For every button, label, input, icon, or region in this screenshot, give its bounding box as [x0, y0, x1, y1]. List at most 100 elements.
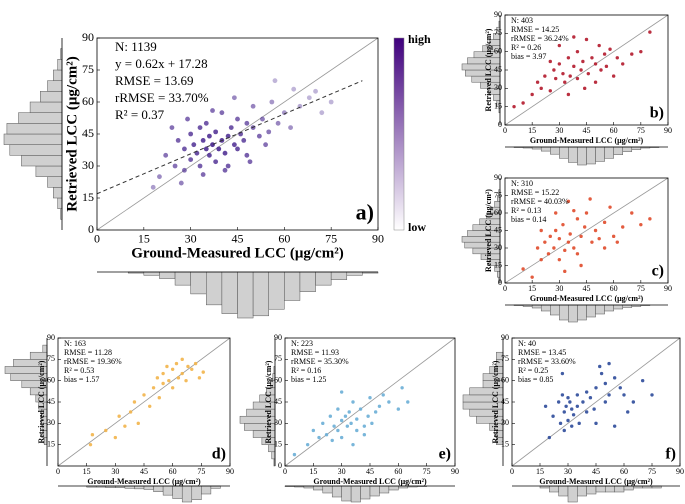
point	[566, 56, 571, 60]
point	[579, 234, 583, 239]
x-hist-bar	[237, 271, 254, 319]
x-hist-bar	[360, 485, 371, 500]
x-hist-bar	[595, 146, 605, 162]
panel-tag: c)	[652, 262, 664, 279]
point	[575, 49, 580, 54]
y-tick-label: 0	[498, 120, 502, 129]
point	[552, 68, 556, 72]
x-hist-bar	[604, 304, 614, 312]
point	[231, 95, 237, 101]
y-hist-bar	[493, 94, 501, 101]
y-tick-label: 15	[501, 439, 509, 448]
point	[313, 88, 318, 94]
y-tick-label: 30	[501, 418, 509, 427]
point	[584, 410, 589, 414]
point	[175, 138, 181, 143]
point	[603, 381, 608, 386]
point	[630, 52, 634, 56]
x-tick-label: 15	[536, 467, 544, 476]
point	[292, 452, 297, 457]
point	[191, 142, 197, 148]
panel-tag: b)	[650, 104, 664, 121]
point	[163, 152, 169, 158]
x-tick-label: 30	[564, 467, 572, 476]
point	[406, 400, 410, 404]
x-tick-label: 75	[197, 467, 205, 476]
x-hist-bar	[623, 485, 634, 491]
y-tick-label: 90	[82, 30, 94, 44]
stat-text: RMSE = 11.93	[291, 348, 339, 357]
point	[530, 92, 534, 97]
stat-text: N: 163	[64, 339, 86, 348]
point	[317, 435, 321, 440]
one-to-one-line	[504, 14, 669, 126]
point	[117, 414, 121, 418]
x-hist-bar	[159, 271, 176, 279]
x-hist-bar	[341, 485, 352, 502]
point	[548, 89, 552, 93]
stat-text: RMSE = 13.45	[518, 348, 566, 357]
point	[184, 378, 188, 383]
y-tick-label: 45	[82, 126, 94, 140]
x-hist-bar	[201, 485, 212, 495]
x-tick-label: 90	[664, 284, 672, 293]
point	[599, 371, 604, 376]
point	[186, 364, 190, 369]
point	[148, 404, 152, 408]
point	[592, 407, 596, 411]
x-hist-bar	[330, 271, 348, 280]
point	[575, 217, 580, 221]
x-hist-bar	[613, 146, 623, 155]
one-to-one-line	[504, 177, 669, 284]
x-axis-label: Ground-Measured LCC (μg/cm²)	[313, 477, 427, 486]
point	[608, 47, 612, 51]
point	[582, 225, 587, 229]
point	[593, 228, 598, 233]
point	[512, 104, 516, 109]
x-hist-bar	[172, 485, 183, 499]
point	[266, 129, 272, 135]
x-hist-bar	[181, 485, 193, 503]
point	[607, 393, 611, 397]
x-tick-label: 60	[394, 467, 402, 476]
x-hist-bar	[369, 485, 380, 497]
point	[575, 404, 580, 408]
x-tick-label: 30	[338, 467, 346, 476]
y-axis-label: Retrieved LCC (μg/cm²)	[64, 56, 80, 211]
point	[142, 393, 146, 397]
point	[193, 361, 198, 366]
point	[132, 400, 137, 404]
point	[370, 421, 374, 426]
x-hist-bar	[268, 271, 285, 310]
y-tick-label: 45	[494, 65, 502, 74]
y-axis-label: Retrieved LCC (μg/cm²)	[484, 28, 493, 111]
y-hist-bar	[35, 165, 63, 177]
x-tick-label: 45	[232, 231, 244, 245]
x-hist-bar	[252, 271, 269, 317]
stat-text: bias = 3.97	[511, 52, 546, 61]
y-hist-bar	[494, 201, 501, 208]
x-tick-label: 90	[451, 467, 459, 476]
stat-text: rRMSE = 35.30%	[291, 357, 349, 366]
y-tick-label: 30	[82, 158, 94, 172]
point	[561, 222, 565, 227]
one-to-one-line	[511, 337, 681, 467]
point	[88, 442, 93, 447]
point	[579, 68, 583, 72]
x-hist-bar	[550, 146, 560, 155]
stat-text: N: 1139	[115, 39, 157, 54]
point	[561, 71, 565, 76]
x-tick-label: 15	[83, 467, 91, 476]
point	[581, 400, 585, 404]
point	[603, 400, 608, 404]
point	[554, 76, 558, 81]
y-tick-label: 90	[274, 333, 282, 342]
point	[590, 56, 594, 60]
stat-text: R² = 0.25	[518, 366, 548, 375]
x-tick-label: 90	[372, 231, 384, 245]
x-hist-bar	[577, 146, 587, 166]
point	[572, 64, 576, 69]
point	[213, 159, 219, 165]
stat-text: R² = 0.37	[115, 107, 165, 122]
x-hist-bar	[550, 304, 560, 316]
